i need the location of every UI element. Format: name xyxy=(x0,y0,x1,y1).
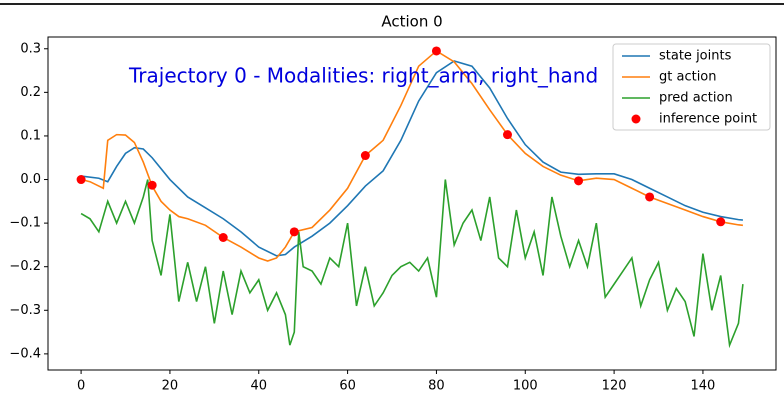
x-tick-label: 60 xyxy=(339,379,356,394)
x-tick-label: 40 xyxy=(250,379,267,394)
legend-label: state joints xyxy=(659,49,732,64)
chart-title: Action 0 xyxy=(381,13,442,31)
y-tick-label: −0.1 xyxy=(9,216,41,231)
legend: state joints gt action pred action inferenc… xyxy=(612,43,771,131)
inference-point xyxy=(218,232,228,242)
x-tick-label: 20 xyxy=(162,379,179,394)
x-tick-label: 140 xyxy=(691,379,716,394)
y-tick-label: 0.0 xyxy=(20,172,41,187)
x-tick-label: 100 xyxy=(513,379,538,394)
legend-label: gt action xyxy=(659,70,717,85)
annotation: Trajectory 0 - Modalities: right_arm, ri… xyxy=(128,64,598,88)
inference-point xyxy=(645,192,655,202)
legend-label: inference point xyxy=(659,112,757,127)
plot-frame xyxy=(47,36,777,371)
series-line xyxy=(80,179,744,349)
y-tick-label: −0.3 xyxy=(9,303,41,318)
series-line xyxy=(80,60,743,257)
inference-point xyxy=(147,180,157,190)
x-tick-label: 80 xyxy=(428,379,445,394)
legend-box xyxy=(612,43,771,131)
inference-point xyxy=(574,176,584,186)
y-tick-label: 0.1 xyxy=(20,128,41,143)
legend-marker xyxy=(631,114,641,124)
y-tick-label: −0.2 xyxy=(9,259,41,274)
x-tick-label: 0 xyxy=(77,379,85,394)
inference-point xyxy=(502,130,512,140)
inference-point xyxy=(360,151,370,161)
y-tick-label: 0.2 xyxy=(20,85,41,100)
inference-point xyxy=(76,175,86,185)
plot-area xyxy=(76,46,744,349)
y-tick-label: 0.3 xyxy=(20,41,41,56)
x-tick-label: 120 xyxy=(602,379,627,394)
inference-point xyxy=(289,227,299,237)
inference-point xyxy=(716,217,726,227)
legend-label: pred action xyxy=(659,91,733,106)
inference-point xyxy=(431,46,441,56)
y-tick-label: −0.4 xyxy=(9,346,41,361)
series-line xyxy=(80,49,743,262)
